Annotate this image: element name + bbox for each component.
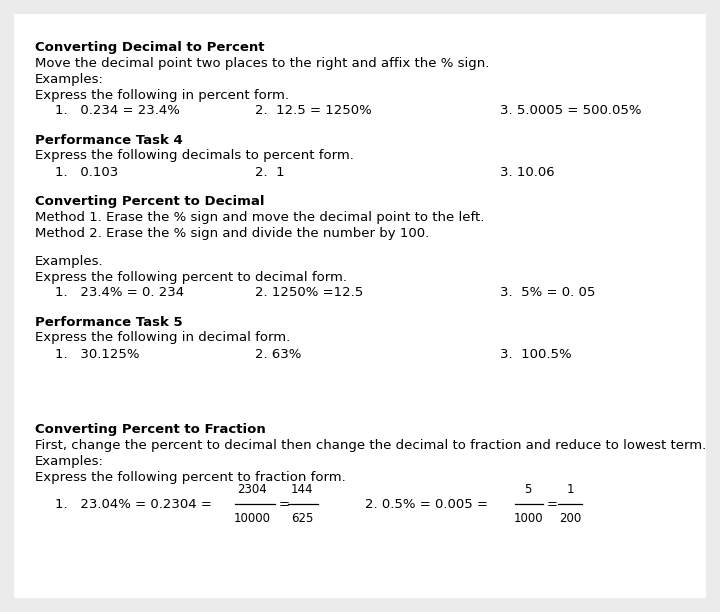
Text: Express the following percent to decimal form.: Express the following percent to decimal…	[35, 271, 347, 283]
Text: 625: 625	[291, 512, 313, 525]
Text: Converting Percent to Fraction: Converting Percent to Fraction	[35, 422, 266, 436]
Text: 3.  100.5%: 3. 100.5%	[500, 348, 572, 360]
Text: 1000: 1000	[513, 512, 543, 525]
Text: 5: 5	[524, 483, 531, 496]
Text: Move the decimal point two places to the right and affix the % sign.: Move the decimal point two places to the…	[35, 56, 490, 70]
Text: 10000: 10000	[233, 512, 271, 525]
Text: Converting Percent to Decimal: Converting Percent to Decimal	[35, 195, 264, 207]
Text: 1.   30.125%: 1. 30.125%	[55, 348, 140, 360]
Text: 1.   0.103: 1. 0.103	[55, 165, 118, 179]
Text: Express the following decimals to percent form.: Express the following decimals to percen…	[35, 149, 354, 163]
Text: 1.   23.04% = 0.2304 =: 1. 23.04% = 0.2304 =	[55, 499, 212, 512]
Text: =: =	[546, 499, 557, 512]
Text: 2. 0.5% = 0.005 =: 2. 0.5% = 0.005 =	[365, 499, 488, 512]
Text: Examples:: Examples:	[35, 455, 104, 468]
Text: Converting Decimal to Percent: Converting Decimal to Percent	[35, 40, 264, 53]
Text: 2. 63%: 2. 63%	[255, 348, 302, 360]
Text: Performance Task 4: Performance Task 4	[35, 133, 183, 146]
Text: 2304: 2304	[237, 483, 267, 496]
Text: Examples:: Examples:	[35, 72, 104, 86]
Text: Method 2. Erase the % sign and divide the number by 100.: Method 2. Erase the % sign and divide th…	[35, 226, 429, 239]
Text: 3. 10.06: 3. 10.06	[500, 165, 554, 179]
Text: Performance Task 5: Performance Task 5	[35, 316, 183, 329]
Text: 1.   0.234 = 23.4%: 1. 0.234 = 23.4%	[55, 105, 180, 118]
Text: Express the following in decimal form.: Express the following in decimal form.	[35, 332, 290, 345]
Text: 2. 1250% =12.5: 2. 1250% =12.5	[255, 286, 364, 299]
Text: Express the following percent to fraction form.: Express the following percent to fractio…	[35, 471, 346, 483]
Text: Express the following in percent form.: Express the following in percent form.	[35, 89, 289, 102]
Text: 1.   23.4% = 0. 234: 1. 23.4% = 0. 234	[55, 286, 184, 299]
Text: =: =	[279, 499, 289, 512]
Text: 3.  5% = 0. 05: 3. 5% = 0. 05	[500, 286, 595, 299]
Text: First, change the percent to decimal then change the decimal to fraction and red: First, change the percent to decimal the…	[35, 439, 706, 452]
Text: 1: 1	[566, 483, 574, 496]
Text: Examples.: Examples.	[35, 255, 104, 267]
Text: 200: 200	[559, 512, 581, 525]
Text: 2.  12.5 = 1250%: 2. 12.5 = 1250%	[255, 105, 372, 118]
Text: 2.  1: 2. 1	[255, 165, 284, 179]
Text: 3. 5.0005 = 500.05%: 3. 5.0005 = 500.05%	[500, 105, 642, 118]
Text: Method 1. Erase the % sign and move the decimal point to the left.: Method 1. Erase the % sign and move the …	[35, 211, 485, 223]
Text: 144: 144	[291, 483, 313, 496]
